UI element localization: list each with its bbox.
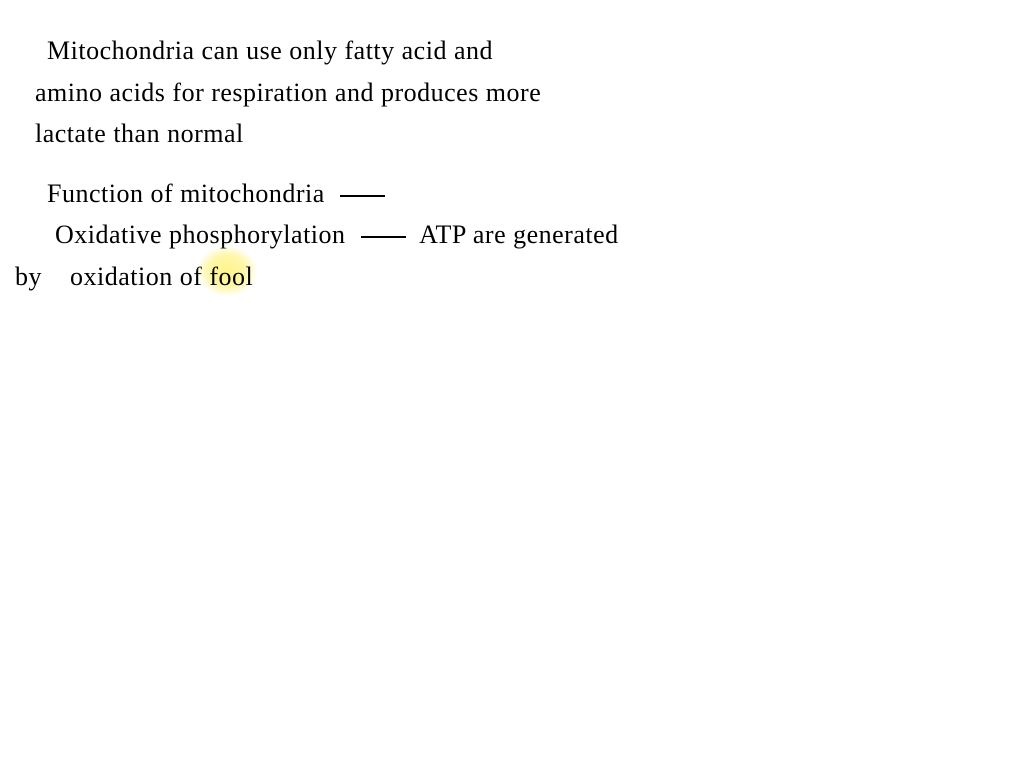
p1-line-3: lactate than normal	[35, 113, 989, 155]
p2-line2-part1: Oxidative phosphorylation	[55, 220, 346, 249]
p2-line3-mid: oxidation of	[70, 262, 209, 291]
p1-line-2: amino acids for respiration and produces…	[35, 72, 989, 114]
dash-icon	[361, 236, 406, 238]
highlighted-word: fool	[209, 262, 253, 291]
p2-line3-prefix: by	[15, 262, 42, 291]
p2-line-2: Oxidative phosphorylation ATP are genera…	[35, 214, 989, 256]
paragraph-2: Function of mitochondria Oxidative phosp…	[35, 173, 989, 298]
handwritten-note-page: Mitochondria can use only fatty acid and…	[0, 0, 1024, 328]
highlight-region: fool	[209, 256, 253, 298]
paragraph-1: Mitochondria can use only fatty acid and…	[35, 30, 989, 155]
heading-text: Function of mitochondria	[47, 179, 325, 208]
p2-line-3: by oxidation of fool	[15, 256, 989, 298]
p1-line-1: Mitochondria can use only fatty acid and	[35, 30, 989, 72]
p2-line2-part2: ATP are generated	[419, 220, 619, 249]
dash-icon	[340, 195, 385, 197]
p2-heading: Function of mitochondria	[35, 173, 989, 215]
